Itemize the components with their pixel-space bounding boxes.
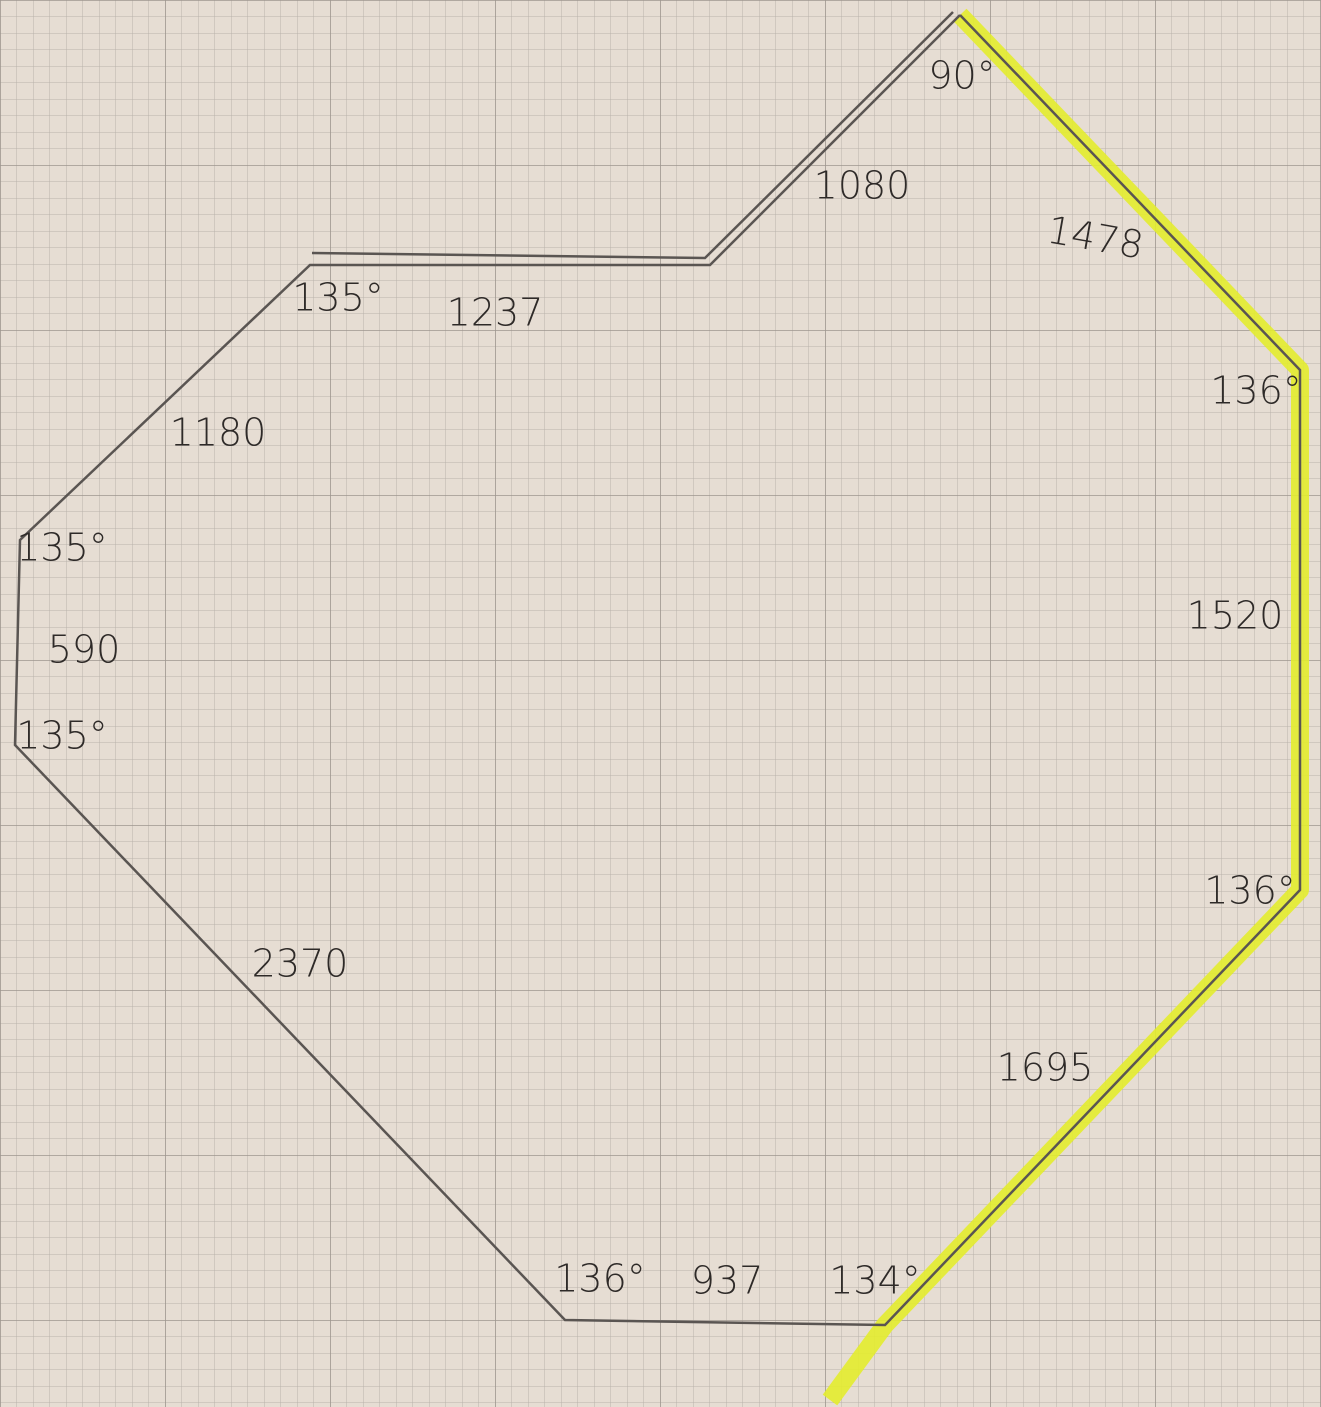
angle: 136°: [1204, 869, 1296, 913]
side-length: 590: [48, 628, 121, 672]
grid: [0, 0, 1321, 1407]
angle: 136°: [554, 1257, 646, 1301]
side-length: 1520: [1187, 594, 1284, 638]
side-length: 1180: [170, 411, 267, 455]
angle: 135°: [16, 526, 108, 570]
angle: 90°: [928, 54, 995, 98]
angle: 135°: [16, 714, 108, 758]
angle: 134°: [829, 1259, 921, 1303]
side-length: 1237: [447, 291, 544, 335]
side-length: 937: [691, 1259, 764, 1303]
graph-paper-sheet: 1080 1478 1520 1695 937 2370 590 1180 12…: [0, 0, 1321, 1407]
side-length: 1695: [997, 1046, 1094, 1090]
angle: 136°: [1210, 369, 1302, 413]
page: 1080 1478 1520 1695 937 2370 590 1180 12…: [0, 0, 1321, 1407]
side-length: 1080: [814, 164, 911, 208]
side-length: 2370: [252, 942, 349, 986]
angle: 135°: [292, 276, 384, 320]
